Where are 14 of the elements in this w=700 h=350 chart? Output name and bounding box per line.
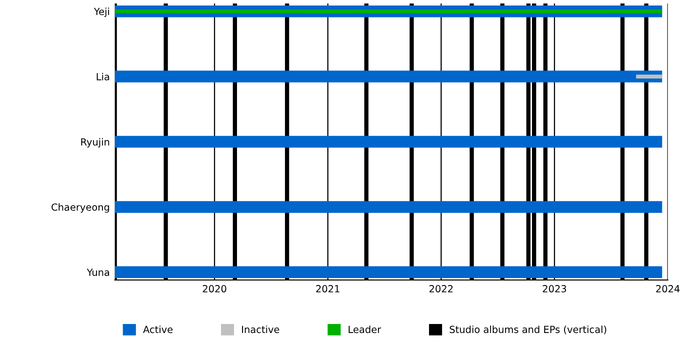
y-tick-label: Chaeryeong	[52, 203, 110, 213]
y-tick-label: Yeji	[94, 8, 110, 18]
legend-label: Active	[143, 326, 173, 334]
legend-label: Studio albums and EPs (vertical)	[450, 326, 606, 334]
x-tick-label: 2022	[430, 285, 453, 292]
legend-label: Leader	[348, 326, 382, 334]
y-tick-label: Ryujin	[81, 138, 110, 148]
x-tick-label: 2021	[316, 285, 340, 292]
x-tick-label: 2020	[202, 285, 226, 292]
x-tick-label: 2023	[542, 285, 566, 292]
x-tick-label: 2024	[656, 285, 680, 292]
y-tick-label: Yuna	[86, 268, 110, 276]
legend-label: Inactive	[242, 326, 280, 334]
y-tick-label: Lia	[96, 72, 110, 80]
